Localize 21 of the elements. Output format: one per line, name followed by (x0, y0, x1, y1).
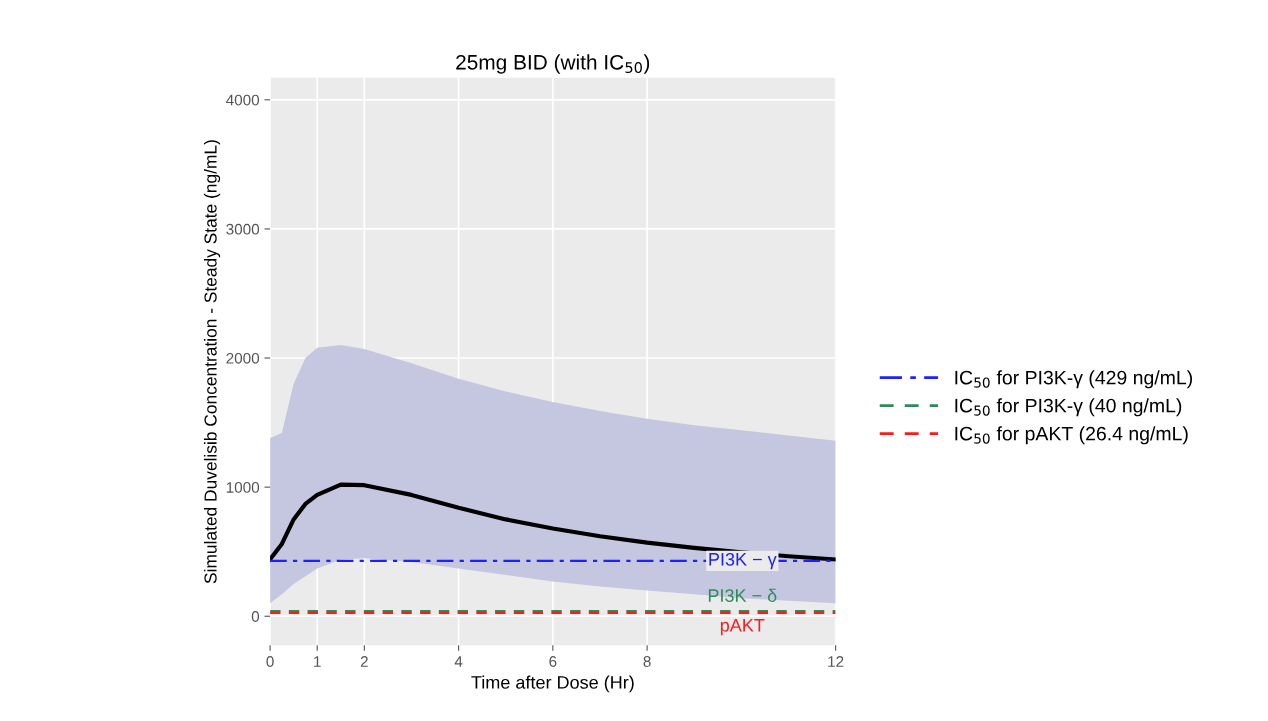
x-tick-label: 0 (266, 656, 274, 667)
y-tick-label: 4000 (226, 94, 260, 106)
x-axis-title: Time after Dose (Hr) (471, 675, 634, 693)
x-tick-label: 12 (828, 656, 844, 667)
annotation: PI3K − δ (708, 588, 777, 602)
x-tick-label: 1 (314, 656, 321, 667)
annotation: pAKT (720, 619, 765, 636)
chart-title: 25mg BID (with IC$_{50}$) (456, 54, 650, 74)
legend-label: IC$_{50}$ for PI3K-γ (40 ng/mL) (955, 398, 1182, 417)
legend-label: IC$_{50}$ for pAKT (26.4 ng/mL) (955, 426, 1188, 445)
x-tick-label: 2 (360, 656, 368, 667)
legend-label: IC$_{50}$ for PI3K-γ (429 ng/mL) (955, 370, 1192, 389)
y-tick-label: 2000 (226, 352, 260, 364)
annotation: PI3K − γ (709, 552, 777, 570)
x-tick-label: 8 (643, 656, 651, 667)
y-tick-label: 1000 (226, 482, 260, 493)
y-tick-label: 3000 (226, 223, 260, 235)
x-tick-label: 4 (454, 656, 463, 667)
x-tick-label: 6 (549, 656, 557, 667)
y-tick-label: 0 (251, 611, 260, 622)
y-axis-title: Simulated Duvelisib Concentration - Steady State (ng/mL) (203, 140, 221, 584)
